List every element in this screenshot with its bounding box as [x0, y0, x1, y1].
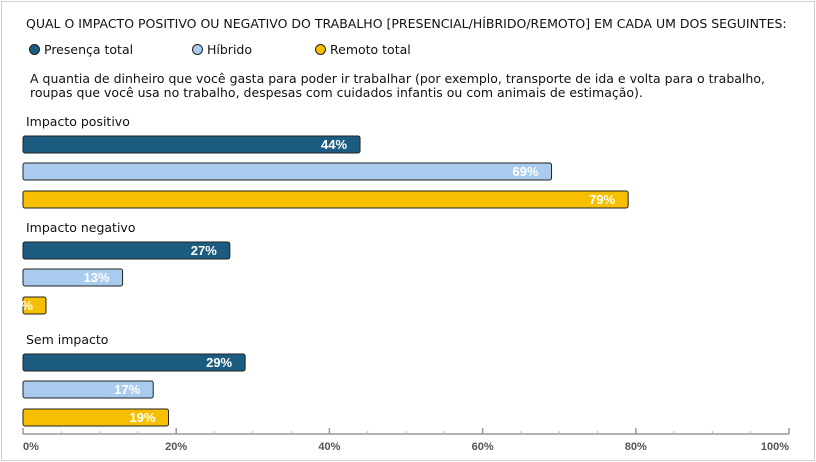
subtitle-line-2: roupas que você usa no trabalho, despesa… — [30, 85, 643, 100]
chart-subtitle: A quantia de dinheiro que você gasta par… — [30, 72, 790, 100]
category-label: Impacto positivo — [26, 114, 130, 129]
legend-swatch-hibrido — [192, 44, 203, 55]
bar-value-label: 3% — [14, 298, 33, 313]
bar — [22, 135, 361, 154]
x-tick-label: 80% — [625, 441, 647, 453]
legend-label-presenca: Presença total — [44, 42, 134, 57]
bar — [22, 380, 154, 399]
bar — [22, 162, 553, 181]
bar — [22, 268, 124, 287]
bar — [22, 353, 246, 372]
bar-value-label: 19% — [130, 410, 156, 425]
legend-label-hibrido: Híbrido — [207, 42, 253, 57]
bar-value-label: 27% — [191, 243, 217, 258]
bar-value-label: 79% — [589, 192, 615, 207]
bar-value-label: 44% — [321, 137, 347, 152]
category-label: Impacto negativo — [26, 220, 135, 235]
x-tick-label: 40% — [318, 441, 340, 453]
bar-value-label: 13% — [84, 270, 110, 285]
chart-title: QUAL O IMPACTO POSITIVO OU NEGATIVO DO T… — [26, 16, 787, 31]
bar — [22, 190, 629, 209]
category-label: Sem impacto — [26, 332, 108, 347]
x-tick-label: 60% — [472, 441, 494, 453]
bar-value-label: 29% — [206, 355, 232, 370]
x-tick-label: 20% — [165, 441, 187, 453]
legend-swatch-presenca — [29, 44, 40, 55]
subtitle-line-1: A quantia de dinheiro que você gasta par… — [30, 71, 765, 86]
legend-swatch-remoto — [315, 44, 326, 55]
legend-label-remoto: Remoto total — [330, 42, 411, 57]
x-tick-label: 0% — [23, 441, 39, 453]
bar — [22, 241, 231, 260]
x-tick-label: 100% — [761, 441, 789, 453]
bar — [22, 408, 170, 427]
bar-value-label: 69% — [513, 164, 539, 179]
bar — [22, 296, 47, 315]
bar-value-label: 17% — [114, 382, 140, 397]
